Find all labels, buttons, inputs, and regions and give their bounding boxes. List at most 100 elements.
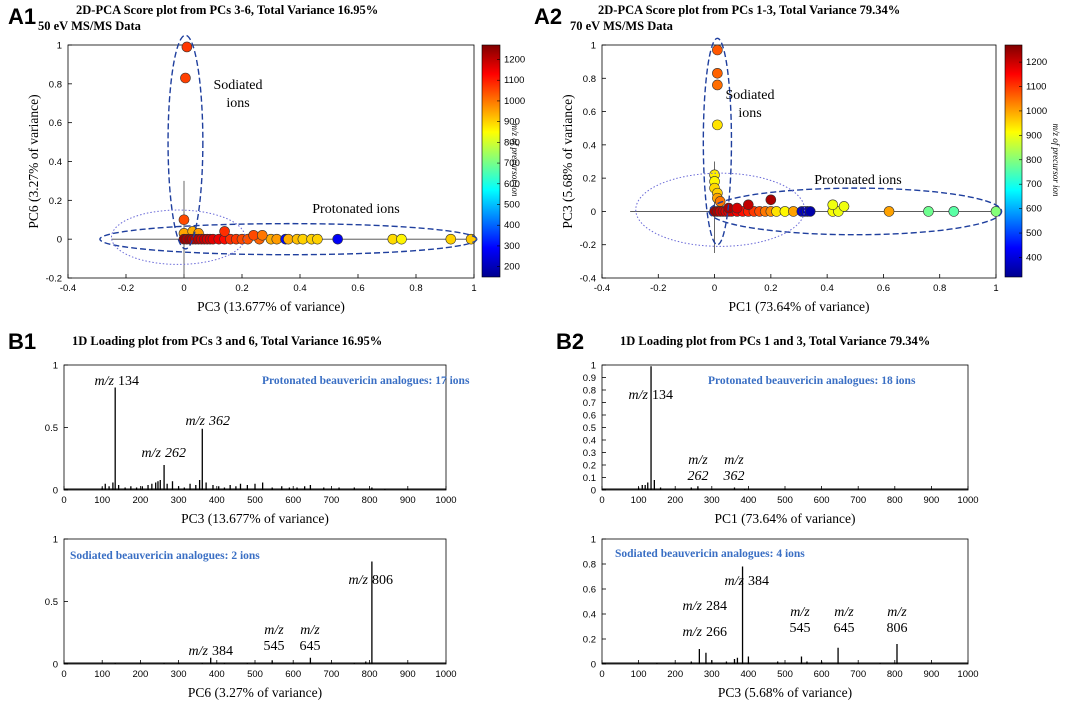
y-tick-label: 1 [591,361,596,372]
x-axis-label: PC3 (13.677% of variance) [181,511,329,526]
data-point [743,199,754,211]
y-tick-label: 0.5 [45,423,58,434]
x-tick-label: 0.6 [877,283,890,294]
data-point [838,201,850,212]
x-tick-label: 1 [471,283,476,294]
protonated-annotation: Protonated ions [814,173,902,188]
y-tick-label: 0.5 [45,597,58,608]
x-tick-label: 400 [740,669,756,680]
peak-value-label: 266 [706,625,727,640]
y-tick-label: 0.7 [583,398,596,409]
x-tick-label: 500 [777,495,793,506]
data-point [180,72,191,84]
x-tick-label: 900 [400,495,416,506]
x-tick-label: 700 [850,669,866,680]
a1-colorbar-label: m/z of precursor ion [510,124,520,197]
panel-label-b1: B1 [8,329,36,354]
x-axis-label: PC3 (13.677% of variance) [197,299,345,314]
x-tick-label: 300 [171,495,187,506]
x-tick-label: 600 [285,495,301,506]
b2-title: 1D Loading plot from PCs 1 and 3, Total … [620,334,930,348]
x-tick-label: 300 [704,495,720,506]
y-tick-label: 0.4 [583,436,596,447]
b2-top-loading-plot: 0 100 200 300 400 500 600 700 800 900 100000.10.20… [583,361,979,527]
data-point [827,199,839,211]
x-tick-label: 1000 [435,495,456,506]
data-point [712,67,723,79]
peak-value-label: 134 [118,374,139,389]
x-tick-label: 1000 [957,495,978,506]
peak-value-label: 645 [834,621,855,636]
a1-title: 2D-PCA Score plot from PCs 3-6, Total Va… [76,3,378,17]
y-tick-label: 0.2 [583,635,596,646]
x-tick-label: 500 [777,669,793,680]
colorbar-gradient [481,44,501,278]
panel-label-a1: A1 [8,4,36,29]
x-tick-label: 200 [667,669,683,680]
y-axis-label: PC6 (3.27% of variance) [26,94,41,228]
peak-mz-label: m/z [724,453,744,468]
data-point [445,233,457,245]
colorbar-tick-label: 1100 [1026,82,1046,93]
peak-value-label: 806 [372,573,393,588]
x-tick-label: 400 [209,669,225,680]
y-tick-label: 0.6 [49,118,62,129]
colorbar-tick-label: 1000 [1026,106,1047,117]
a2-scatter-plot: -0.4 -0.2 0 0.2 0.4 0.6 0.8 1 -0.4 -0.2 0 0.2 0.4 0.6… [560,37,1047,314]
x-tick-label: 700 [850,495,866,506]
y-tick-label: 1 [57,41,62,52]
peak-value-label: 384 [212,644,233,659]
y-tick-label: 0 [591,207,596,218]
colorbar-tick-label: 900 [1026,130,1042,141]
peak-value-label: 284 [706,599,727,614]
x-tick-label: 0.8 [933,283,946,294]
ions-annotation: ions [738,106,761,121]
y-tick-label: 0.1 [583,473,596,484]
dashed-ellipse [167,34,204,250]
data-point [256,229,268,241]
colorbar-tick-label: 700 [504,158,520,169]
x-tick-label: 0.4 [293,283,306,294]
b2-bottom-loading-plot: 0 100 200 300 400 500 600 700 800 900 1000 0 0.2 0.4 0… [583,535,979,701]
y-tick-label: -0.2 [580,240,596,251]
y-tick-label: 0 [53,486,58,497]
peak-mz-label: m/z [629,388,649,403]
peak-value-label: 134 [652,388,673,403]
colorbar-tick-label: 400 [1026,252,1042,263]
x-tick-label: 100 [94,669,110,680]
x-axis-label: PC3 (5.68% of variance) [718,685,852,700]
x-tick-label: 200 [132,495,148,506]
y-tick-label: 1 [591,535,596,546]
peak-value-label: 645 [300,639,321,654]
peak-mz-label: m/z [688,453,708,468]
peak-mz-label: m/z [349,573,369,588]
dashed-ellipse [708,187,1003,236]
y-tick-label: 0 [53,660,58,671]
x-tick-label: 1000 [435,669,456,680]
x-tick-label: 800 [362,495,378,506]
colorbar-tick-label: 600 [1026,204,1042,215]
loading-note: Protonated beauvericin analogues: 17 ion… [262,375,470,387]
y-tick-label: 0.9 [583,373,596,384]
y-tick-label: 0.8 [583,386,596,397]
peak-mz-label: m/z [189,644,209,659]
a1-subtitle: 50 eV MS/MS Data [38,19,142,33]
x-tick-label: 100 [94,495,110,506]
x-tick-label: 0 [599,669,604,680]
data-point [712,79,723,91]
peak-value-label: 262 [165,446,186,461]
colorbar-tick-label: 800 [1026,155,1042,166]
x-tick-label: 0.8 [409,283,422,294]
b1-top-loading-plot: 0 100 200 300 400 500 600 700 800 900 1000 0 0.5 1 PC3… [45,361,470,527]
data-point [712,44,723,56]
data-point [332,233,344,245]
data-point [465,233,477,245]
colorbar-tick-label: 500 [1026,228,1042,239]
a2-axes-frame [601,44,997,279]
dashed-ellipse [99,222,478,256]
y-tick-label: 1 [53,535,58,546]
y-axis-label: PC3 (5.68% of variance) [560,94,575,228]
peak-mz-label: m/z [300,623,320,638]
peak-mz-label: m/z [264,623,284,638]
